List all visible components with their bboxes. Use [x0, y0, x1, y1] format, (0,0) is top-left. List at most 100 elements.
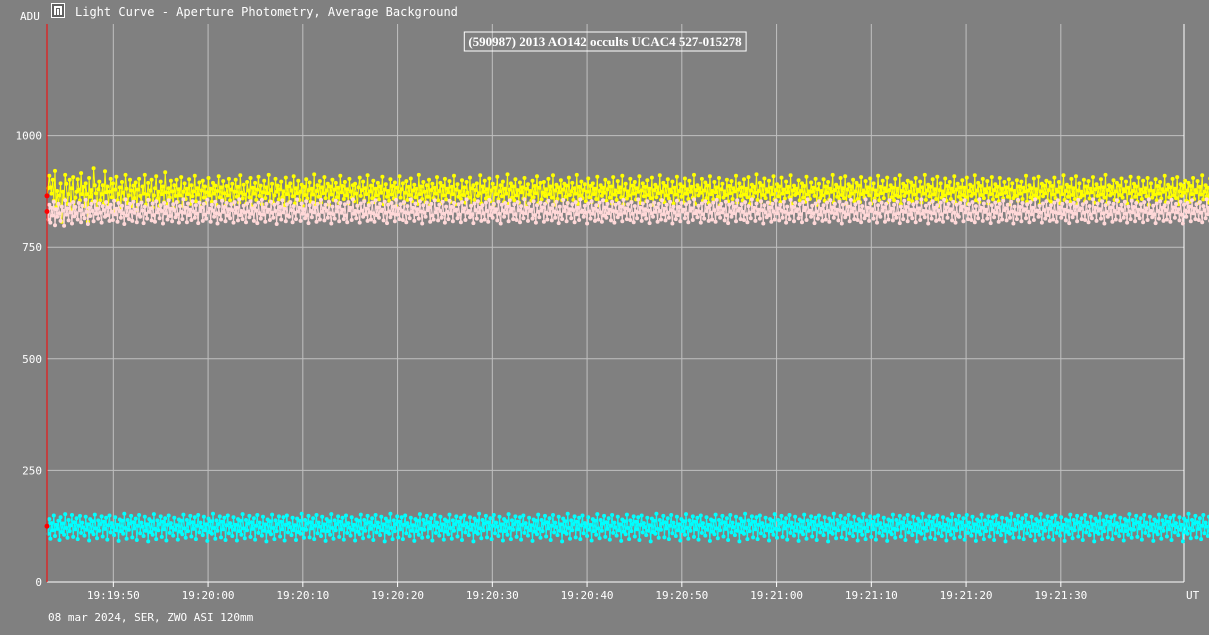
data-point — [454, 187, 459, 192]
data-point — [340, 184, 345, 188]
data-point — [155, 210, 160, 215]
data-point — [1042, 208, 1047, 213]
data-point — [861, 512, 866, 517]
data-point — [1055, 189, 1060, 194]
data-point — [1080, 538, 1085, 542]
data-point — [926, 221, 931, 226]
light-curve-app-icon[interactable] — [51, 3, 65, 18]
data-point — [1010, 181, 1015, 186]
data-point — [731, 186, 736, 191]
data-point — [313, 523, 318, 528]
data-point — [358, 193, 363, 198]
data-point — [266, 207, 271, 212]
data-point — [230, 534, 235, 538]
data-point — [952, 174, 957, 179]
data-point — [677, 205, 682, 209]
data-point — [614, 209, 619, 214]
data-point — [1022, 523, 1027, 528]
data-point — [612, 520, 617, 525]
data-point — [364, 521, 369, 526]
data-point — [959, 197, 964, 202]
data-point — [48, 185, 53, 190]
data-point — [706, 218, 711, 223]
data-point — [962, 185, 967, 190]
data-point — [621, 529, 626, 534]
data-point — [508, 181, 513, 186]
data-point — [1051, 192, 1056, 197]
data-point — [1081, 177, 1086, 182]
data-point — [1153, 529, 1158, 534]
data-point — [174, 200, 179, 205]
data-point — [197, 200, 202, 205]
data-point — [760, 183, 765, 188]
data-point — [834, 536, 839, 541]
data-point — [531, 195, 536, 200]
data-point — [795, 207, 800, 212]
data-point — [565, 511, 570, 516]
data-point — [681, 519, 686, 524]
data-point — [203, 184, 207, 189]
data-point — [1049, 527, 1053, 532]
data-point — [552, 209, 557, 214]
data-point — [921, 191, 926, 196]
data-point — [507, 198, 512, 203]
data-point — [182, 181, 187, 186]
data-point — [157, 216, 162, 221]
data-point — [953, 518, 958, 522]
data-point — [1010, 526, 1015, 531]
data-point — [414, 186, 419, 191]
data-point — [223, 538, 228, 542]
data-point — [1179, 193, 1184, 198]
data-point — [628, 218, 633, 222]
data-point — [533, 191, 538, 196]
data-point — [560, 217, 565, 222]
data-point — [807, 208, 812, 213]
data-point — [1114, 180, 1119, 185]
data-point — [302, 207, 306, 212]
data-point — [375, 520, 380, 525]
data-point — [875, 522, 879, 527]
data-point — [1135, 213, 1140, 218]
data-point — [89, 529, 94, 534]
data-point — [294, 217, 298, 222]
data-point — [939, 534, 944, 538]
data-point — [1117, 183, 1122, 188]
data-point — [483, 200, 488, 205]
data-point — [378, 201, 383, 206]
data-point — [811, 185, 816, 190]
data-point — [1043, 191, 1048, 196]
frame-marker-point — [44, 523, 50, 529]
data-point — [256, 200, 261, 205]
data-point — [1054, 530, 1059, 535]
data-point — [237, 529, 242, 534]
data-point — [593, 518, 597, 523]
data-point — [639, 513, 644, 518]
data-point — [412, 182, 417, 187]
data-point — [407, 534, 412, 538]
data-point — [428, 219, 433, 224]
data-point — [1035, 529, 1040, 534]
data-point — [995, 184, 1000, 189]
data-point — [133, 180, 138, 185]
data-point — [1021, 185, 1026, 190]
data-point — [359, 188, 364, 193]
data-point — [1152, 192, 1157, 197]
data-point — [959, 520, 964, 525]
data-point — [1124, 211, 1128, 216]
data-point — [240, 196, 245, 201]
data-point — [146, 180, 151, 185]
data-point — [1197, 184, 1202, 189]
data-point — [480, 518, 485, 522]
data-point — [193, 203, 198, 208]
data-point — [873, 210, 878, 215]
chart-title: (590987) 2013 AO142 occults UCAC4 527-01… — [468, 34, 742, 49]
data-point — [547, 516, 552, 521]
data-point — [49, 521, 54, 526]
data-point — [813, 201, 818, 206]
data-point — [405, 204, 410, 209]
data-point — [870, 187, 875, 192]
data-point — [597, 200, 602, 205]
data-point — [524, 525, 529, 530]
data-point — [859, 220, 864, 225]
